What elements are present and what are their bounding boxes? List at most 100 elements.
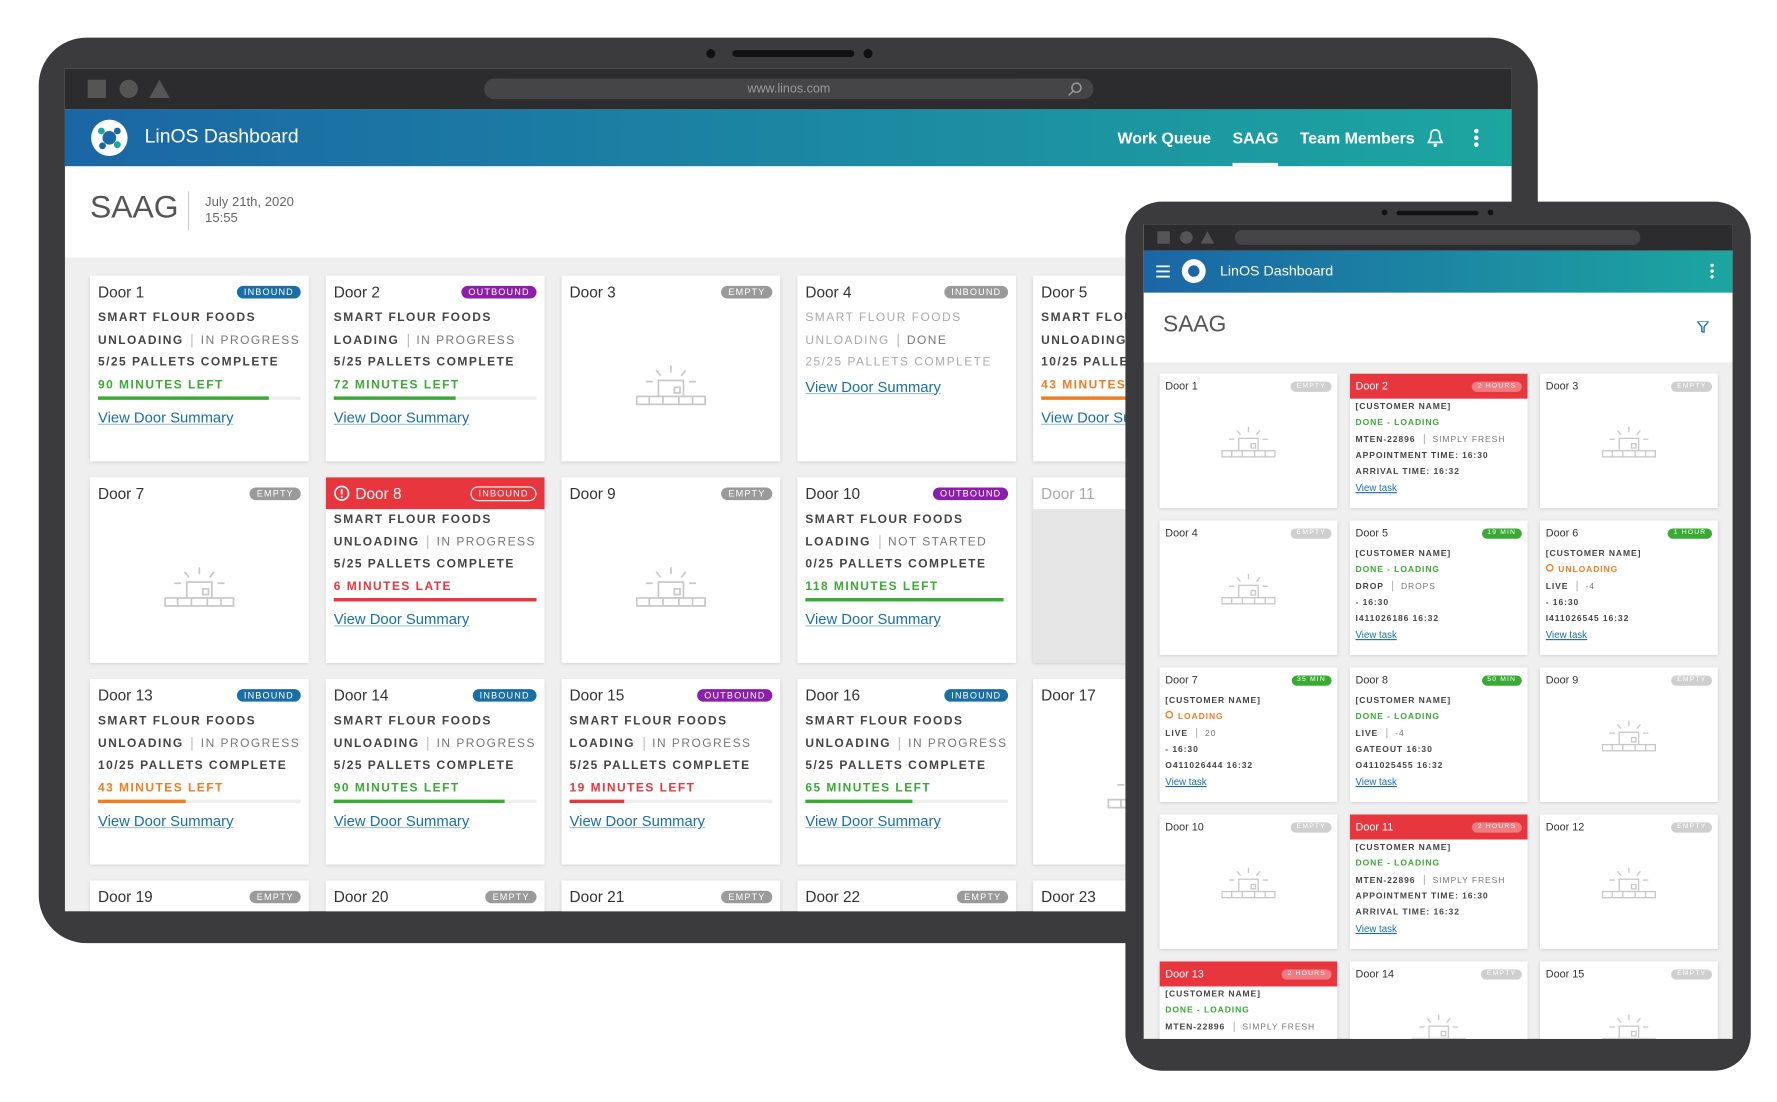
- nav-item-active[interactable]: SAAG: [1232, 109, 1279, 167]
- nav-item[interactable]: Work Queue: [1117, 128, 1212, 147]
- door-name-wrap: Door 13: [98, 686, 153, 703]
- line-part: MTEN-22896: [1355, 433, 1416, 444]
- line-part: -4: [1386, 727, 1405, 738]
- browser-toolbar: [1143, 224, 1733, 251]
- view-task[interactable]: View task: [1355, 923, 1397, 935]
- card-head: Door 4 EMPTY: [1160, 521, 1338, 546]
- task-line: DONE - LOADING: [1350, 709, 1528, 725]
- door-card: Door 3 EMPTY: [561, 275, 781, 462]
- menu-icon[interactable]: [1710, 263, 1715, 279]
- activity-part: UNLOADING: [333, 736, 420, 751]
- door-name: Door 2: [1355, 379, 1389, 393]
- view-door-summary[interactable]: View Door Summary: [97, 812, 234, 830]
- door-name-wrap: Door 22: [805, 888, 860, 905]
- door-name: Door 2: [333, 283, 380, 301]
- url: www.linos.com: [747, 82, 831, 96]
- task-line: ARRIVAL TIME: 16:32: [1350, 464, 1528, 480]
- task-line: DROP DROPS: [1350, 578, 1528, 594]
- door-name: Door 8: [1355, 673, 1389, 687]
- card-head: Door 14 INBOUND: [326, 679, 545, 711]
- task-line: DONE - LOADING: [1350, 562, 1528, 578]
- app-header: LinOS Dashboard: [1143, 250, 1733, 293]
- hamburger-icon[interactable]: [1156, 265, 1170, 278]
- view-task[interactable]: View task: [1545, 629, 1588, 641]
- door-card: Door 15 EMPTY: [1540, 961, 1718, 1039]
- view-door-summary[interactable]: View Door Summary: [97, 408, 234, 427]
- filter-icon[interactable]: [1697, 321, 1709, 333]
- logo[interactable]: [1181, 259, 1206, 284]
- url-bar[interactable]: [1234, 230, 1641, 245]
- task-line: DONE - LOADING: [1350, 856, 1528, 872]
- door-name: Door 9: [1545, 673, 1579, 687]
- empty-dock-icon: [1411, 1014, 1466, 1039]
- time: 15:55: [205, 211, 238, 226]
- company: SMART FLOUR FOODS: [97, 714, 257, 728]
- alert-icon: [334, 485, 350, 501]
- view-door-summary[interactable]: View Door Summary: [805, 377, 941, 395]
- card-head: Door 7 35 MIN: [1160, 668, 1338, 693]
- logo[interactable]: [90, 118, 129, 157]
- task-line: - 16:30: [1160, 741, 1338, 757]
- activity-part: IN PROGRESS: [191, 736, 301, 750]
- task-line: DONE - LOADING: [1160, 1003, 1338, 1019]
- menu-icon[interactable]: [1473, 128, 1480, 149]
- activity-part: UNLOADING: [333, 534, 420, 549]
- line-part: O411025455 16:32: [1355, 759, 1444, 771]
- window-icon: [1180, 231, 1193, 244]
- card-head: Door 23: [1033, 881, 1252, 912]
- door-card: Door 9 EMPTY: [561, 477, 781, 663]
- badge: INBOUND: [237, 688, 301, 702]
- empty-dock-icon: [1221, 426, 1276, 458]
- progress-fill: [569, 799, 625, 804]
- bell-icon[interactable]: [1427, 128, 1444, 149]
- view-door-summary[interactable]: View Door Summary: [805, 610, 941, 628]
- progress-fill: [97, 396, 269, 400]
- card-head: Door 13 INBOUND: [90, 679, 309, 711]
- line-part: [CUSTOMER NAME]: [1545, 547, 1642, 559]
- card-head: Door 4 INBOUND: [797, 276, 1016, 308]
- door-name: Door 21: [569, 887, 625, 906]
- progress-fill: [333, 396, 456, 400]
- task-line: O411025455 16:32: [1350, 758, 1528, 774]
- door-name: Door 6: [1545, 526, 1579, 540]
- view-door-summary[interactable]: View Door Summary: [333, 610, 470, 628]
- door-name: Door 13: [1165, 967, 1204, 981]
- view-door-summary[interactable]: View Door Summary: [333, 408, 470, 427]
- url-bar[interactable]: www.linos.com: [484, 78, 1094, 100]
- door-name: Door 13: [97, 686, 153, 704]
- door-card: Door 10 EMPTY: [1159, 814, 1338, 949]
- speaker: [1396, 210, 1479, 216]
- door-card: Door 1 INBOUND SMART FLOUR FOODS UNLOADING I…: [89, 275, 309, 462]
- window-icon: [1157, 231, 1170, 244]
- progress-track: [97, 396, 301, 400]
- view-door-summary[interactable]: View Door Summary: [333, 812, 470, 830]
- time-status: 118 MINUTES LEFT: [805, 579, 939, 593]
- activity-part: IN PROGRESS: [899, 736, 1008, 750]
- date: July 21th, 2020: [205, 195, 294, 210]
- card-head: Door 14 EMPTY: [1350, 961, 1528, 986]
- card-head: Door 17: [1033, 679, 1252, 711]
- view-door-summary[interactable]: View Door Summary: [569, 812, 706, 830]
- pallets: 10/25 PALLETS COMPLETE: [97, 758, 288, 773]
- card-head: Door 15 EMPTY: [1540, 961, 1718, 986]
- line-part: APPOINTMENT TIME: 16:30: [1355, 890, 1489, 901]
- activity-part: UNLOADING: [1041, 333, 1127, 347]
- line-part: DONE - LOADING: [1355, 417, 1440, 428]
- badge: EMPTY: [1671, 674, 1713, 686]
- door-card: Door 13 INBOUND SMART FLOUR FOODS UNLOADING…: [89, 678, 309, 865]
- badge: 50 MIN: [1481, 674, 1522, 686]
- view-task[interactable]: View task: [1165, 776, 1207, 788]
- view-door-summary[interactable]: View Door Summary: [805, 812, 941, 830]
- door-card: Door 4 EMPTY: [1159, 520, 1338, 655]
- badge: 2 HOURS: [1281, 968, 1332, 980]
- badge: 1 HOUR: [1668, 527, 1713, 539]
- view-task[interactable]: View task: [1355, 776, 1397, 788]
- door-name: Door 14: [1355, 967, 1395, 981]
- activity: UNLOADING DONE: [797, 330, 1016, 352]
- activity-part: UNLOADING: [805, 736, 892, 751]
- view-task[interactable]: View task: [1355, 482, 1397, 494]
- nav-item[interactable]: Team Members: [1299, 128, 1415, 147]
- view-task[interactable]: View task: [1355, 629, 1397, 641]
- task-line: O411026444 16:32: [1160, 758, 1338, 774]
- activity-part: NOT STARTED: [878, 534, 988, 549]
